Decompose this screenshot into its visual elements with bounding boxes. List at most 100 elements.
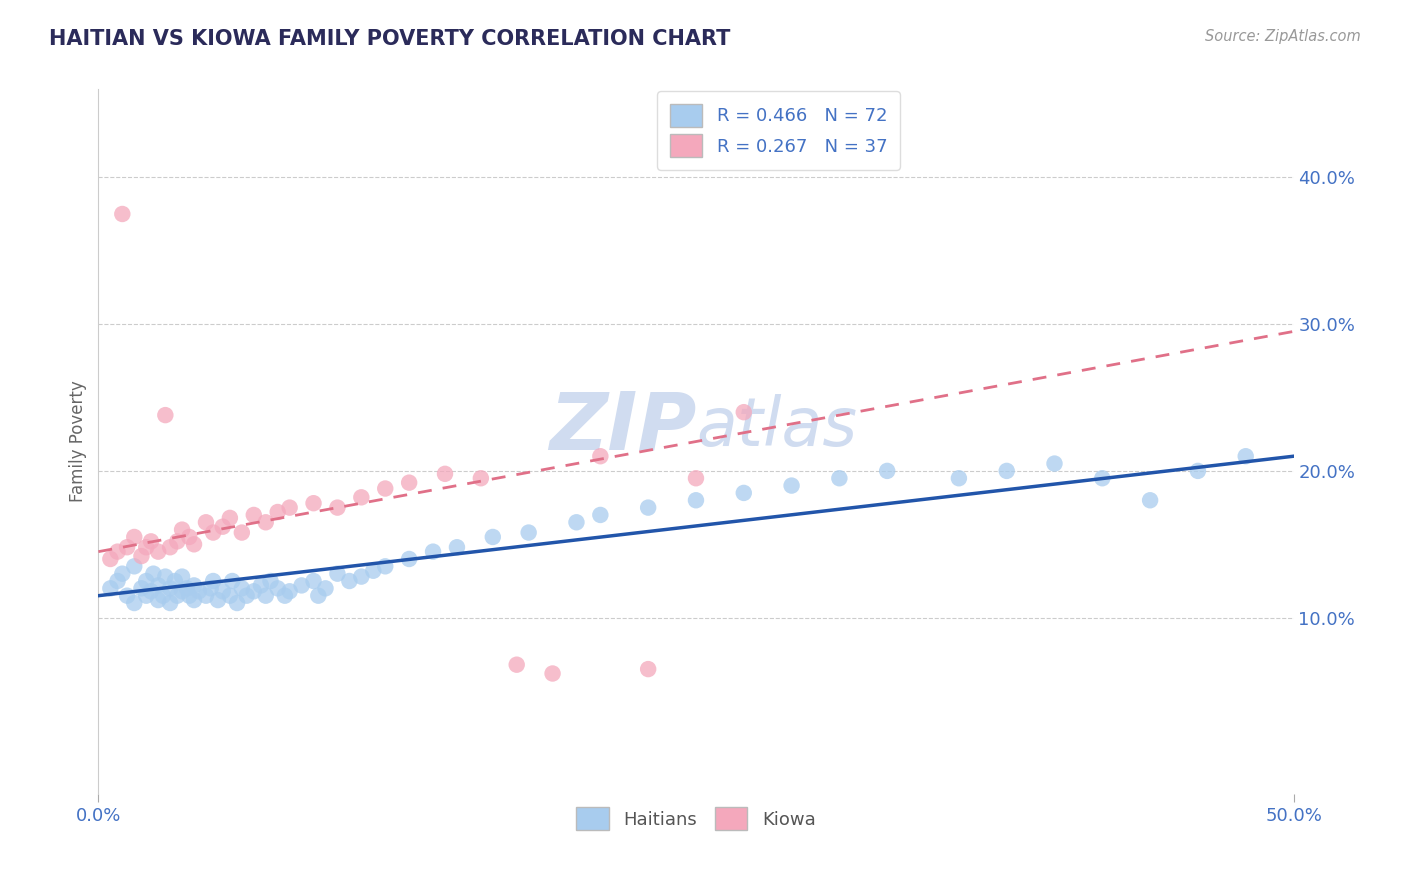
Point: [434, 467, 457, 481]
Point: [685, 471, 707, 485]
Point: [339, 574, 361, 588]
Point: [876, 464, 898, 478]
Point: [152, 589, 174, 603]
Point: [179, 589, 201, 603]
Text: HAITIAN VS KIOWA FAMILY POVERTY CORRELATION CHART: HAITIAN VS KIOWA FAMILY POVERTY CORRELAT…: [49, 29, 731, 48]
Point: [207, 593, 229, 607]
Point: [124, 559, 146, 574]
Y-axis label: Family Poverty: Family Poverty: [69, 381, 87, 502]
Point: [506, 657, 529, 672]
Point: [398, 552, 420, 566]
Text: Source: ZipAtlas.com: Source: ZipAtlas.com: [1205, 29, 1361, 44]
Point: [780, 478, 803, 492]
Point: [172, 584, 194, 599]
Point: [350, 491, 373, 505]
Point: [637, 662, 659, 676]
Point: [187, 584, 209, 599]
Point: [98, 552, 122, 566]
Point: [111, 207, 134, 221]
Point: [124, 530, 146, 544]
Point: [107, 544, 129, 558]
Point: [1187, 464, 1209, 478]
Point: [219, 511, 242, 525]
Point: [541, 666, 564, 681]
Point: [135, 574, 157, 588]
Point: [302, 496, 325, 510]
Point: [135, 589, 157, 603]
Text: ZIP: ZIP: [548, 388, 696, 467]
Point: [124, 596, 146, 610]
Point: [131, 582, 153, 596]
Point: [470, 471, 492, 485]
Point: [139, 534, 162, 549]
Point: [254, 516, 277, 530]
Point: [166, 534, 188, 549]
Point: [315, 582, 337, 596]
Point: [163, 574, 186, 588]
Point: [1139, 493, 1161, 508]
Point: [155, 569, 177, 583]
Point: [422, 544, 444, 558]
Point: [374, 482, 396, 496]
Point: [115, 589, 138, 603]
Point: [254, 589, 277, 603]
Point: [131, 549, 153, 563]
Point: [1043, 457, 1066, 471]
Point: [183, 537, 205, 551]
Point: [172, 523, 194, 537]
Point: [226, 596, 249, 610]
Point: [1091, 471, 1114, 485]
Point: [267, 505, 290, 519]
Point: [221, 574, 243, 588]
Point: [115, 541, 138, 555]
Point: [159, 596, 181, 610]
Point: [211, 584, 233, 599]
Point: [107, 574, 129, 588]
Point: [828, 471, 851, 485]
Point: [733, 405, 755, 419]
Point: [274, 589, 297, 603]
Point: [202, 574, 225, 588]
Point: [211, 519, 233, 533]
Point: [250, 578, 273, 592]
Point: [350, 569, 373, 583]
Point: [166, 589, 188, 603]
Point: [733, 486, 755, 500]
Point: [202, 525, 225, 540]
Point: [995, 464, 1018, 478]
Point: [142, 566, 165, 581]
Legend: Haitians, Kiowa: Haitians, Kiowa: [569, 800, 823, 838]
Point: [363, 564, 385, 578]
Point: [148, 544, 170, 558]
Text: atlas: atlas: [696, 394, 858, 460]
Point: [565, 516, 588, 530]
Point: [446, 541, 468, 555]
Point: [219, 589, 242, 603]
Point: [637, 500, 659, 515]
Point: [195, 516, 218, 530]
Point: [267, 582, 290, 596]
Point: [111, 566, 134, 581]
Point: [398, 475, 420, 490]
Point: [172, 569, 194, 583]
Point: [948, 471, 970, 485]
Point: [159, 541, 181, 555]
Point: [243, 584, 266, 599]
Point: [326, 566, 349, 581]
Point: [685, 493, 707, 508]
Point: [291, 578, 314, 592]
Point: [135, 541, 157, 555]
Point: [155, 408, 177, 422]
Point: [374, 559, 396, 574]
Point: [231, 582, 253, 596]
Point: [517, 525, 540, 540]
Point: [195, 589, 218, 603]
Point: [589, 449, 612, 463]
Point: [235, 589, 257, 603]
Point: [159, 582, 181, 596]
Point: [1234, 449, 1257, 463]
Point: [179, 530, 201, 544]
Point: [148, 578, 170, 592]
Point: [176, 582, 198, 596]
Point: [326, 500, 349, 515]
